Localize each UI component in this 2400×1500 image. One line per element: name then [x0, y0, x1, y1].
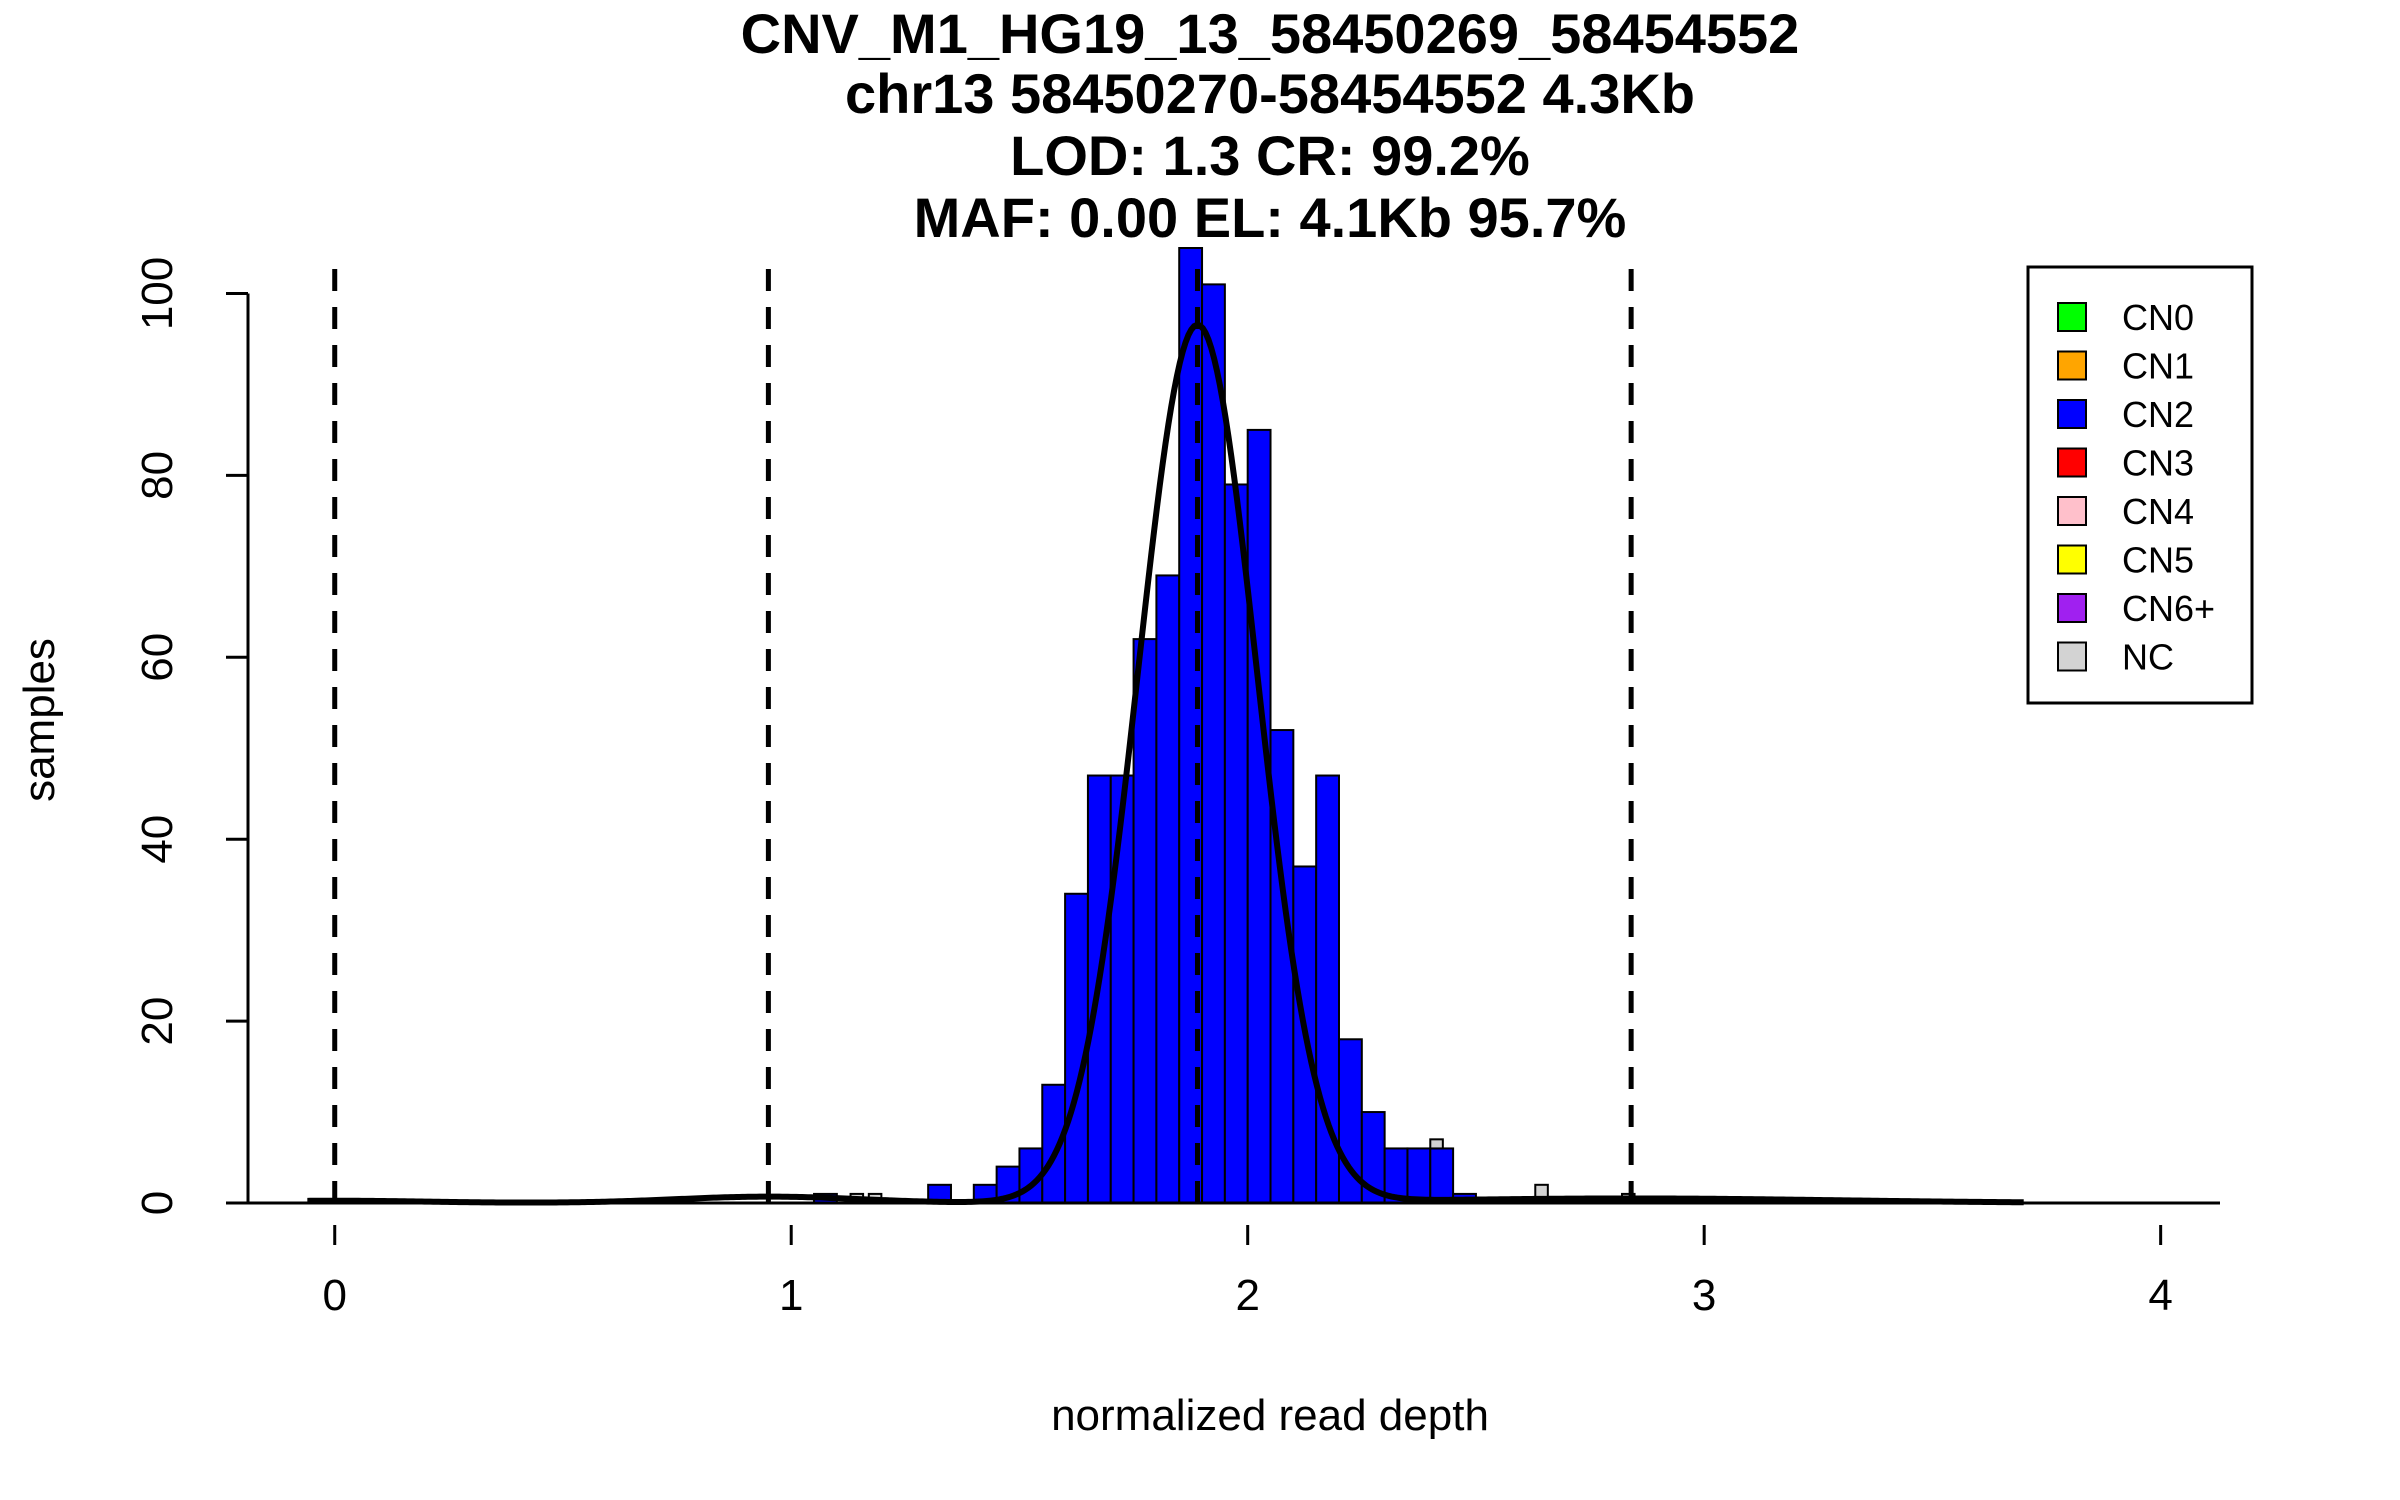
title-line-4: MAF: 0.00 EL: 4.1Kb 95.7% — [914, 186, 1627, 249]
chart-title: CNV_M1_HG19_13_58450269_58454552 chr13 5… — [741, 2, 1800, 249]
legend-box — [2026, 265, 2254, 705]
y-tick-label-4: 80 — [133, 451, 182, 500]
legend-swatch-cn2 — [2057, 399, 2087, 429]
legend-label-cn5: CN5 — [2122, 540, 2194, 581]
axes: 0 1 2 3 4 0 20 40 60 80 100 normalized read depth… — [15, 257, 2220, 1440]
histogram-bars — [813, 247, 1477, 1205]
title-line-2: chr13 58450270-58454552 4.3Kb — [845, 62, 1695, 125]
x-tick-label-0: 0 — [322, 1271, 346, 1320]
x-tick-label-2: 2 — [1235, 1271, 1259, 1320]
cn2-bar-8 — [1109, 774, 1135, 1204]
x-tick-label-3: 3 — [1692, 1271, 1716, 1320]
legend-label-cn0: CN0 — [2122, 297, 2194, 338]
y-tick-label-0: 0 — [133, 1191, 182, 1215]
x-ticks: 0 1 2 3 4 — [322, 1225, 2173, 1320]
x-tick-label-4: 4 — [2148, 1271, 2172, 1320]
legend-label-cn6plus: CN6+ — [2122, 588, 2215, 629]
y-axis-label: samples — [15, 638, 64, 802]
legend-swatch-cn0 — [2057, 302, 2087, 332]
legend-swatch-cn1 — [2057, 350, 2087, 381]
nc-bar-2 — [1429, 1138, 1444, 1150]
legend: CN0 CN1 CN2 CN3 CN4 CN5 CN6+ NC — [2026, 265, 2254, 705]
legend-swatch-cn4 — [2057, 496, 2087, 526]
cn2-bar-9 — [1132, 638, 1158, 1204]
y-tick-label-1: 20 — [133, 997, 182, 1046]
y-tick-label-3: 60 — [133, 633, 182, 682]
cn2-bar-13 — [1223, 483, 1249, 1204]
x-axis-label: normalized read depth — [1051, 1391, 1489, 1440]
cutoff-lines — [332, 266, 1634, 1203]
legend-label-nc: NC — [2122, 637, 2174, 678]
cn2-bar-21 — [1406, 1147, 1432, 1205]
legend-label-cn3: CN3 — [2122, 443, 2194, 484]
legend-label-cn4: CN4 — [2122, 491, 2194, 532]
legend-items: CN0 CN1 CN2 CN3 CN4 CN5 CN6+ NC — [2057, 297, 2215, 678]
y-tick-label-5: 100 — [133, 257, 182, 330]
legend-label-cn2: CN2 — [2122, 394, 2194, 435]
legend-label-cn1: CN1 — [2122, 346, 2194, 387]
legend-swatch-cn6plus — [2057, 593, 2087, 623]
cn2-bar-22 — [1429, 1147, 1455, 1205]
legend-swatch-nc — [2057, 641, 2087, 672]
x-tick-label-1: 1 — [779, 1271, 803, 1320]
y-tick-label-2: 40 — [133, 815, 182, 864]
cn2-bar-14 — [1246, 428, 1272, 1204]
cn2-bar-12 — [1201, 283, 1226, 1204]
title-line-3: LOD: 1.3 CR: 99.2% — [1010, 124, 1530, 187]
title-line-1: CNV_M1_HG19_13_58450269_58454552 — [741, 2, 1800, 65]
cn2-bar-10 — [1155, 574, 1181, 1204]
legend-swatch-cn5 — [2057, 544, 2087, 575]
y-ticks: 0 20 40 60 80 100 — [133, 257, 248, 1215]
legend-swatch-cn3 — [2057, 447, 2087, 478]
